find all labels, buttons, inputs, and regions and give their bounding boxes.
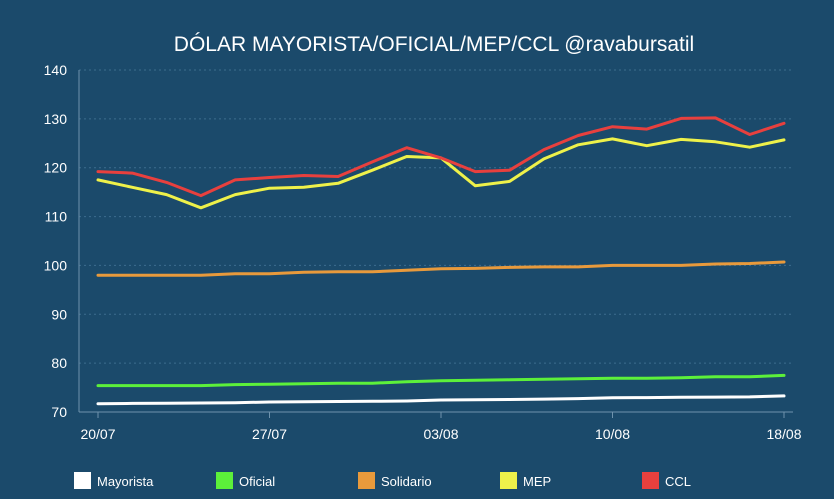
legend-item-solidario[interactable]: Solidario bbox=[358, 472, 432, 489]
series-line-ccl bbox=[96, 116, 786, 198]
legend-swatch-oficial bbox=[216, 472, 233, 489]
legend-label-mep: MEP bbox=[523, 474, 551, 489]
y-tick-label: 140 bbox=[44, 62, 68, 78]
y-axis-ticks: 70 80 90 100 110 120 130 140 bbox=[44, 62, 68, 420]
legend[interactable]: Mayorista Oficial Solidario MEP CCL bbox=[74, 472, 691, 489]
series-line-solidario bbox=[96, 260, 786, 277]
legend-label-mayorista: Mayorista bbox=[97, 474, 154, 489]
legend-label-oficial: Oficial bbox=[239, 474, 275, 489]
x-tick-label: 03/08 bbox=[423, 426, 458, 442]
chart-title: DÓLAR MAYORISTA/OFICIAL/MEP/CCL @ravabur… bbox=[174, 33, 694, 56]
y-tick-label: 110 bbox=[45, 209, 68, 225]
legend-item-mayorista[interactable]: Mayorista bbox=[74, 472, 154, 489]
y-tick-label: 120 bbox=[44, 160, 68, 176]
legend-swatch-mayorista bbox=[74, 472, 91, 489]
legend-item-ccl[interactable]: CCL bbox=[642, 472, 691, 489]
y-tick-label: 80 bbox=[51, 355, 67, 371]
legend-label-solidario: Solidario bbox=[381, 474, 432, 489]
x-tick-label: 20/07 bbox=[80, 426, 115, 442]
series-line-oficial bbox=[96, 373, 786, 388]
legend-item-oficial[interactable]: Oficial bbox=[216, 472, 275, 489]
x-tick-label: 18/08 bbox=[766, 426, 801, 442]
legend-swatch-solidario bbox=[358, 472, 375, 489]
legend-item-mep[interactable]: MEP bbox=[500, 472, 551, 489]
series-lines bbox=[96, 116, 786, 406]
x-tick-label: 27/07 bbox=[252, 426, 287, 442]
y-tick-label: 70 bbox=[51, 404, 67, 420]
legend-swatch-mep bbox=[500, 472, 517, 489]
legend-label-ccl: CCL bbox=[665, 474, 691, 489]
x-axis-ticks: 20/07 27/07 03/08 10/08 18/08 bbox=[80, 412, 802, 442]
series-line-mayorista bbox=[96, 394, 786, 406]
y-tick-label: 90 bbox=[51, 306, 67, 322]
y-tick-label: 100 bbox=[44, 257, 68, 273]
y-tick-label: 130 bbox=[44, 111, 68, 127]
legend-swatch-ccl bbox=[642, 472, 659, 489]
x-tick-label: 10/08 bbox=[595, 426, 630, 442]
